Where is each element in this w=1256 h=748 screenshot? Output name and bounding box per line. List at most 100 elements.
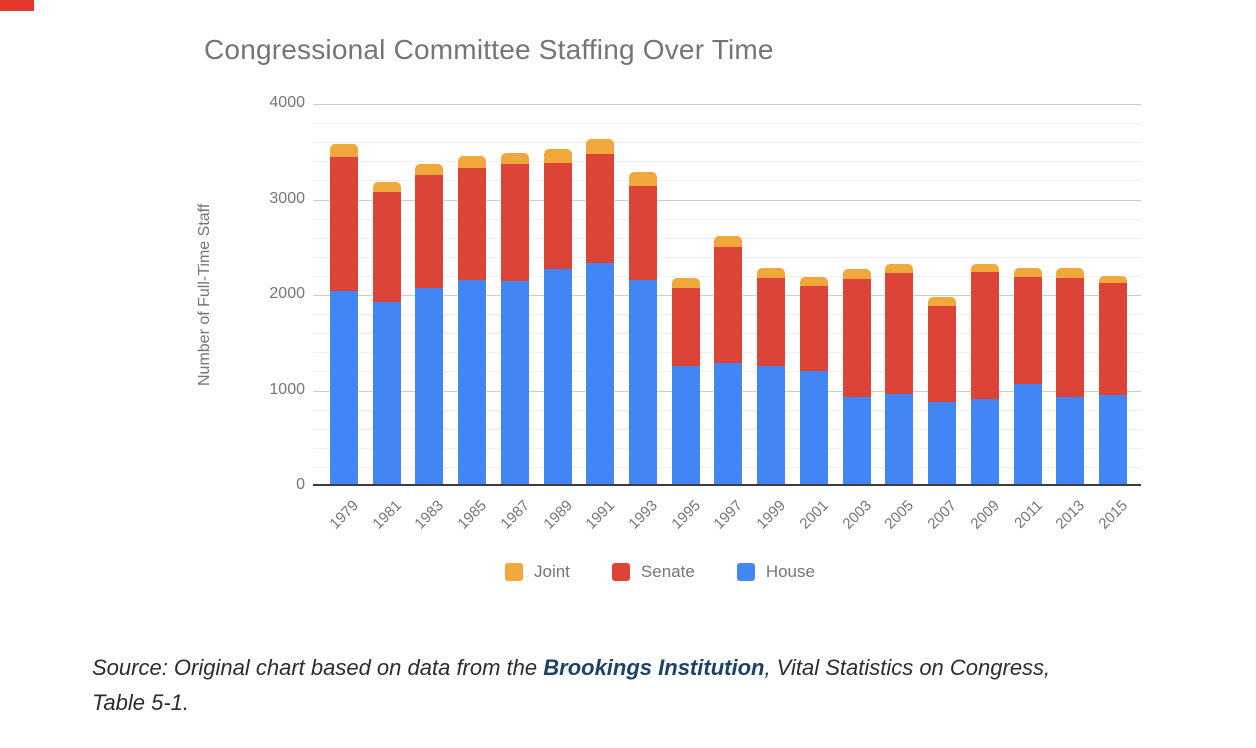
chart-legend: Joint Senate House bbox=[505, 562, 815, 582]
house-segment bbox=[458, 280, 487, 485]
joint-segment bbox=[1056, 268, 1085, 279]
joint-segment bbox=[629, 171, 658, 186]
source-note: Source: Original chart based on data fro… bbox=[92, 650, 1050, 720]
house-segment bbox=[543, 268, 572, 485]
joint-segment bbox=[714, 236, 743, 248]
source-text: Source: Original chart based on data fro… bbox=[92, 655, 544, 680]
minor-gridline bbox=[313, 218, 1141, 220]
source-text-suffix: , Vital Statistics on Congress, bbox=[764, 655, 1051, 680]
house-segment bbox=[330, 291, 358, 485]
legend-swatch-house bbox=[736, 563, 755, 581]
senate-segment bbox=[330, 156, 358, 292]
joint-segment bbox=[757, 267, 786, 279]
chart-title: Congressional Committee Staffing Over Ti… bbox=[204, 34, 774, 65]
bar-1991 bbox=[586, 139, 615, 485]
bar-2009 bbox=[970, 264, 999, 485]
minor-gridline bbox=[313, 123, 1141, 125]
senate-segment bbox=[543, 162, 572, 269]
house-segment bbox=[885, 393, 914, 485]
y-tick-label: 3000 bbox=[269, 189, 305, 207]
bar-2015 bbox=[1098, 275, 1127, 486]
bar-1999 bbox=[757, 267, 786, 485]
joint-segment bbox=[1098, 275, 1127, 284]
house-segment bbox=[1013, 383, 1042, 485]
senate-segment bbox=[1098, 283, 1127, 396]
legend-swatch-joint bbox=[505, 563, 523, 581]
y-tick-label: 4000 bbox=[269, 94, 305, 111]
legend-label: Senate bbox=[640, 562, 695, 581]
bar-1985 bbox=[458, 155, 487, 485]
senate-segment bbox=[372, 192, 401, 302]
legend-item-joint: Joint bbox=[505, 562, 570, 582]
bar-2005 bbox=[885, 264, 914, 485]
house-segment bbox=[586, 263, 615, 485]
senate-segment bbox=[885, 273, 914, 394]
house-segment bbox=[415, 287, 444, 485]
legend-label: House bbox=[765, 562, 815, 581]
senate-segment bbox=[799, 285, 828, 372]
senate-segment bbox=[629, 185, 658, 280]
joint-segment bbox=[928, 296, 957, 306]
joint-segment bbox=[970, 264, 999, 272]
y-tick-label: 1000 bbox=[269, 380, 305, 398]
senate-segment bbox=[714, 247, 743, 364]
bar-2013 bbox=[1056, 268, 1085, 485]
senate-segment bbox=[1013, 276, 1042, 384]
joint-segment bbox=[500, 153, 529, 165]
major-gridline bbox=[313, 104, 1141, 105]
joint-segment bbox=[458, 155, 487, 168]
senate-segment bbox=[500, 164, 529, 281]
source-line2: Table 5-1. bbox=[92, 690, 190, 715]
joint-segment bbox=[586, 139, 615, 154]
bar-1983 bbox=[415, 164, 444, 485]
y-tick-label: 0 bbox=[296, 476, 305, 493]
bar-1981 bbox=[372, 181, 401, 485]
minor-gridline bbox=[313, 180, 1141, 182]
house-segment bbox=[714, 363, 743, 485]
senate-segment bbox=[928, 305, 957, 403]
joint-segment bbox=[1013, 267, 1042, 277]
joint-segment bbox=[842, 269, 871, 280]
bar-1995 bbox=[671, 278, 700, 485]
minor-gridline bbox=[313, 161, 1141, 163]
house-segment bbox=[970, 398, 999, 485]
plot-area: 0 1000 2000 3000 4000 bbox=[269, 94, 1141, 493]
legend-item-house: House bbox=[736, 562, 815, 582]
y-tick-label: 2000 bbox=[269, 285, 305, 302]
bar-1989 bbox=[543, 149, 572, 485]
bar-1979 bbox=[330, 143, 358, 485]
joint-segment bbox=[372, 181, 401, 193]
senate-segment bbox=[970, 271, 999, 399]
house-segment bbox=[757, 366, 786, 485]
bar-1997 bbox=[714, 236, 743, 485]
house-segment bbox=[799, 371, 828, 485]
bar-2007 bbox=[928, 296, 957, 485]
house-segment bbox=[1098, 395, 1127, 485]
minor-gridline bbox=[313, 142, 1141, 144]
senate-segment bbox=[671, 287, 700, 366]
house-segment bbox=[842, 397, 871, 485]
senate-segment bbox=[586, 153, 615, 264]
senate-segment bbox=[842, 279, 871, 398]
legend-item-senate: Senate bbox=[611, 562, 695, 582]
joint-segment bbox=[330, 143, 358, 157]
joint-segment bbox=[799, 276, 828, 286]
major-gridline bbox=[313, 199, 1141, 201]
joint-segment bbox=[415, 164, 444, 176]
house-segment bbox=[629, 280, 658, 485]
legend-swatch-senate bbox=[611, 563, 630, 581]
bar-1993 bbox=[629, 171, 658, 485]
x-axis-labels: 1979 1981 1983 1985 1987 1989 1991 1993 1995 1997… bbox=[313, 486, 1141, 546]
bar-2001 bbox=[799, 276, 828, 486]
joint-segment bbox=[885, 264, 914, 274]
house-segment bbox=[671, 366, 700, 485]
senate-segment bbox=[757, 278, 786, 367]
source-link[interactable]: Brookings Institution bbox=[543, 655, 765, 680]
house-segment bbox=[928, 402, 957, 485]
bar-2003 bbox=[842, 269, 871, 485]
legend-label: Joint bbox=[534, 562, 570, 581]
bar-1987 bbox=[500, 153, 529, 485]
house-segment bbox=[1056, 397, 1085, 485]
bar-2011 bbox=[1013, 267, 1042, 486]
